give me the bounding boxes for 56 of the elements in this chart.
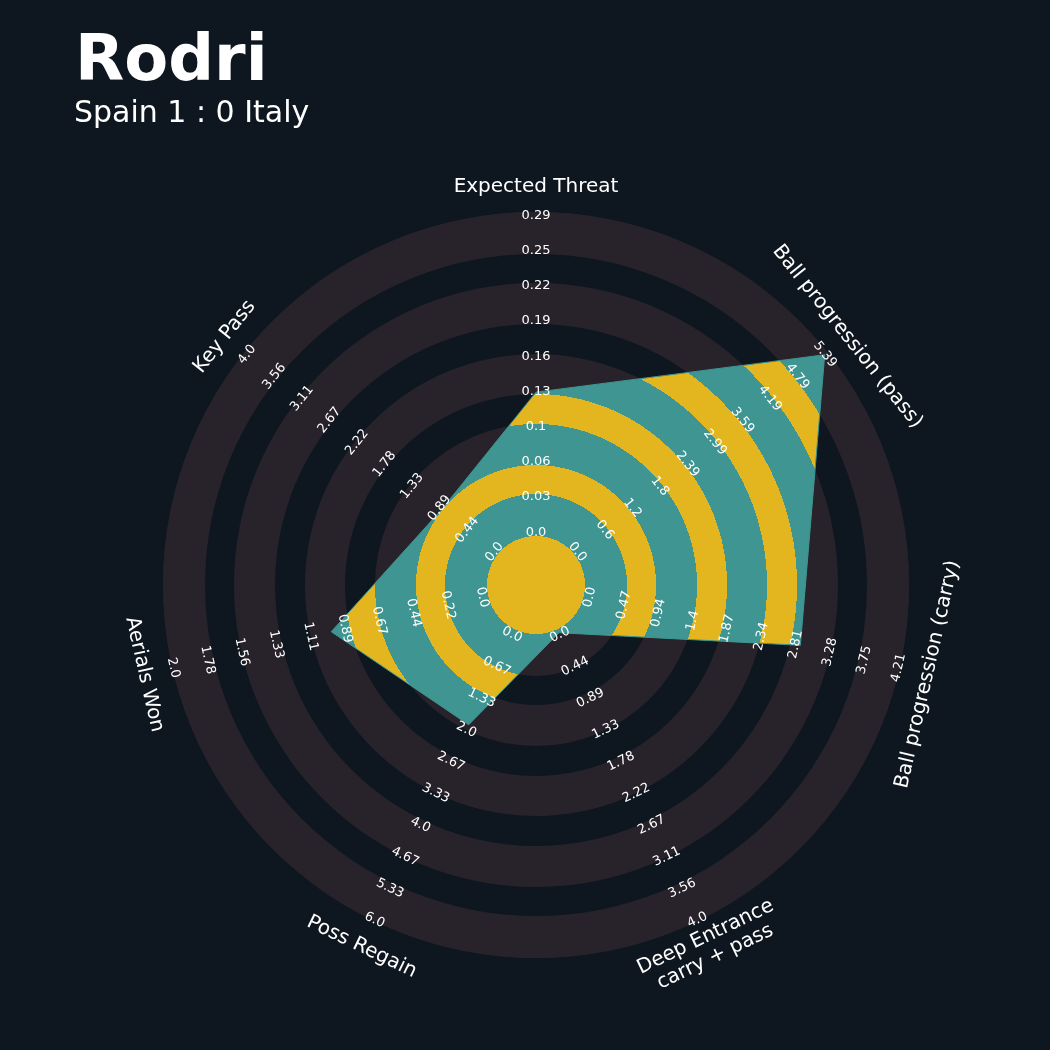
text: 4.0 bbox=[408, 812, 434, 836]
text: 2.0 bbox=[164, 655, 185, 680]
text: 3.28 bbox=[818, 636, 840, 668]
text: 0.67 bbox=[481, 652, 514, 679]
text: 0.44 bbox=[558, 652, 591, 679]
text: 2.67 bbox=[634, 810, 668, 837]
text: 1.33 bbox=[588, 715, 622, 742]
text: 1.33 bbox=[266, 628, 288, 660]
text: 0.16 bbox=[521, 347, 551, 363]
text: 0.19 bbox=[521, 312, 551, 328]
text: 2.34 bbox=[749, 620, 771, 652]
text: 0.47 bbox=[612, 589, 634, 621]
text: 0.44 bbox=[404, 596, 426, 629]
text: 3.75 bbox=[852, 643, 874, 676]
text: 1.2 bbox=[620, 494, 646, 521]
text: 1.87 bbox=[715, 612, 737, 645]
text: 1.4 bbox=[681, 608, 702, 633]
text: 0.0 bbox=[579, 585, 599, 609]
text: 1.78 bbox=[198, 643, 220, 676]
text: 4.21 bbox=[886, 651, 909, 684]
text: 0.89 bbox=[335, 612, 357, 645]
text: 4.0 bbox=[233, 341, 259, 367]
text: 0.67 bbox=[369, 604, 391, 637]
text: 1.8 bbox=[648, 472, 674, 499]
text: 3.56 bbox=[665, 874, 698, 901]
text: 4.67 bbox=[389, 842, 422, 869]
text: 0.0 bbox=[525, 523, 547, 539]
text: 2.81 bbox=[784, 628, 806, 660]
text: 0.6 bbox=[593, 516, 619, 543]
text: 0.25 bbox=[521, 241, 551, 257]
text: 0.0 bbox=[546, 622, 572, 645]
text: 0.22 bbox=[521, 277, 551, 293]
text: 1.78 bbox=[604, 747, 637, 774]
text: 6.0 bbox=[362, 907, 388, 931]
chart-title: Rodri bbox=[75, 21, 268, 95]
text: 2.0 bbox=[454, 717, 480, 741]
text: 0.94 bbox=[646, 596, 668, 629]
text: 0.0 bbox=[473, 585, 493, 609]
chart-subtitle: Spain 1 : 0 Italy bbox=[74, 94, 310, 129]
text: 0.0 bbox=[500, 622, 526, 645]
text: 1.33 bbox=[465, 684, 499, 711]
text: 1.11 bbox=[301, 620, 323, 652]
text: 3.11 bbox=[650, 842, 683, 869]
text: 0.29 bbox=[521, 206, 551, 222]
text: 3.33 bbox=[419, 779, 453, 806]
text: 0.0 bbox=[481, 538, 507, 565]
text: 2.22 bbox=[619, 779, 653, 806]
text: 1.56 bbox=[232, 636, 254, 668]
text: 0.89 bbox=[573, 684, 607, 711]
text: 2.67 bbox=[435, 747, 468, 774]
spoke-label: Expected Threat bbox=[453, 173, 619, 197]
text: 0.0 bbox=[565, 538, 591, 565]
text: 0.06 bbox=[521, 453, 551, 469]
text: 5.33 bbox=[374, 874, 407, 901]
text: 0.13 bbox=[521, 382, 551, 398]
text: 0.22 bbox=[438, 589, 460, 621]
